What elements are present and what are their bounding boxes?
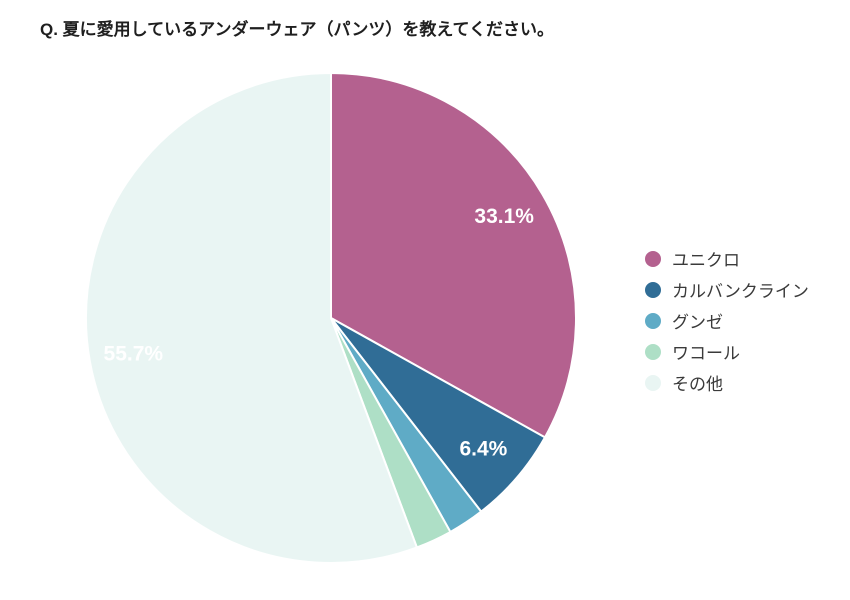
slice-percent-label-0: 33.1% [474, 205, 534, 228]
legend-item-0: ユニクロ [645, 243, 809, 274]
legend-item-3: ワコール [645, 336, 809, 367]
slice-percent-label-1: 6.4% [459, 438, 507, 461]
legend-label: その他 [672, 375, 723, 394]
chart-title: Q. 夏に愛用しているアンダーウェア（パンツ）を教えてください。 [40, 20, 554, 39]
legend-swatch-icon [645, 343, 661, 360]
legend-item-2: グンゼ [645, 305, 809, 336]
legend-swatch-icon [645, 281, 661, 298]
legend-item-4: その他 [645, 367, 809, 398]
slice-percent-label-4: 55.7% [104, 342, 164, 365]
pie-slice-0 [330, 72, 577, 439]
legend: ユニクロカルバンクライン グンゼワコールその他 [645, 243, 809, 398]
legend-item-1: カルバンクライン [645, 274, 809, 305]
legend-swatch-icon [645, 374, 661, 391]
legend-swatch-icon [645, 312, 661, 329]
legend-label: カルバンクライン [672, 282, 809, 301]
pie-slice-4 [85, 72, 418, 564]
legend-label: グンゼ [672, 313, 723, 332]
legend-swatch-icon [645, 250, 661, 267]
legend-label: ユニクロ [672, 251, 740, 270]
legend-label: ワコール [672, 344, 740, 363]
